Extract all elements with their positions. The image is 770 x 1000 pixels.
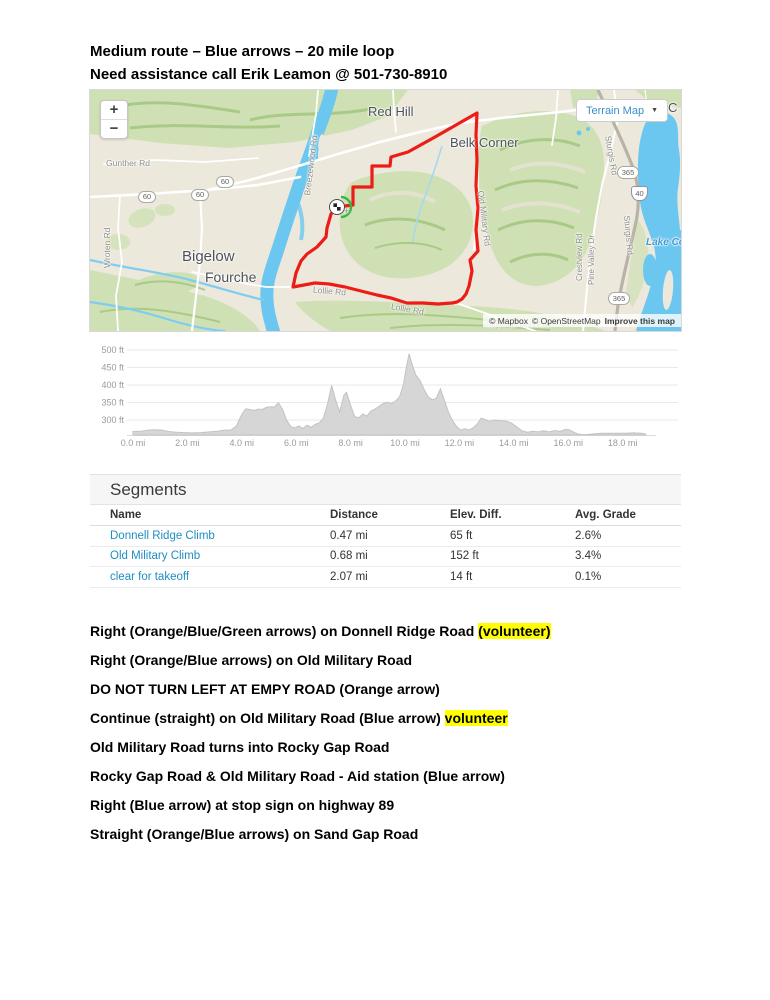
column-header-distance: Distance (330, 509, 378, 521)
table-row: Donnell Ridge Climb 0.47 mi 65 ft 2.6% (90, 526, 681, 547)
map-label-bigelow: Bigelow (182, 248, 235, 265)
segments-title: Segments (110, 479, 187, 499)
map-attribution: © Mapbox © OpenStreetMap Improve this ma… (483, 314, 681, 327)
svg-text:6.0 mi: 6.0 mi (284, 438, 309, 448)
svg-text:500 ft: 500 ft (101, 345, 124, 355)
highlighted-text: (volunteer) (478, 623, 551, 639)
svg-text:4.0 mi: 4.0 mi (230, 438, 255, 448)
caret-down-icon: ▼ (651, 107, 659, 114)
svg-text:450 ft: 450 ft (101, 362, 124, 372)
elevation-chart: 300 ft 350 ft 400 ft 450 ft 500 ft 0.0 mi 2.0 … (100, 345, 680, 449)
map-label-crestview-rd: Crestview Rd (575, 233, 584, 281)
highway-shield-365: 365 (617, 166, 639, 179)
direction-line: Right (Orange/Blue/Green arrows) on Donn… (90, 623, 551, 639)
segment-link[interactable]: clear for takeoff (110, 570, 190, 583)
improve-map-link[interactable]: Improve this map (604, 315, 675, 326)
direction-line: Right (Blue arrow) at stop sign on highw… (90, 797, 395, 813)
directions-list: Right (Orange/Blue/Green arrows) on Donn… (90, 617, 690, 849)
direction-line: Old Military Road turns into Rocky Gap R… (90, 739, 390, 755)
assistance-line: Need assistance call Erik Leamon @ 501-7… (90, 66, 448, 83)
segment-link[interactable]: Old Military Climb (110, 550, 201, 563)
map-cross-symbol: + (344, 206, 350, 216)
svg-text:10.0 mi: 10.0 mi (390, 438, 420, 448)
map-zoom-control: + − (100, 100, 128, 139)
segment-avg-grade: 3.4% (575, 550, 602, 563)
direction-line: Right (Orange/Blue arrows) on Old Milita… (90, 652, 413, 668)
map-label-gunther-rd: Gunther Rd (106, 158, 150, 168)
svg-text:14.0 mi: 14.0 mi (499, 438, 529, 448)
column-header-elev-diff: Elev. Diff. (450, 509, 502, 521)
map-label-fourche: Fourche (205, 269, 257, 285)
highway-shield-365: 365 (608, 292, 630, 305)
zoom-out-button[interactable]: − (101, 119, 127, 138)
segment-avg-grade: 2.6% (575, 529, 602, 542)
terrain-map-button[interactable]: Terrain Map ▼ (576, 99, 669, 122)
route-polyline (291, 111, 480, 306)
direction-line: Continue (straight) on Old Military Road… (90, 710, 508, 726)
route-title: Medium route – Blue arrows – 20 mile loo… (90, 43, 395, 60)
segment-elev-diff: 152 ft (450, 550, 479, 563)
svg-text:400 ft: 400 ft (101, 380, 124, 390)
elevation-chart-svg: 300 ft 350 ft 400 ft 450 ft 500 ft 0.0 mi 2.0 … (101, 345, 678, 448)
svg-text:12.0 mi: 12.0 mi (445, 438, 475, 448)
direction-line: Straight (Orange/Blue arrows) on Sand Ga… (90, 826, 419, 842)
svg-text:350 ft: 350 ft (101, 397, 124, 407)
column-header-name: Name (110, 509, 142, 521)
map-label-belk-corner: Belk Corner (450, 135, 519, 150)
map-label-cutoff: C (668, 100, 678, 115)
direction-line: DO NOT TURN LEFT AT EMPY ROAD (Orange ar… (90, 681, 440, 697)
segment-link[interactable]: Donnell Ridge Climb (110, 529, 215, 542)
segment-distance: 0.68 mi (330, 550, 368, 563)
map-label-red-hill: Red Hill (368, 104, 414, 119)
map-label-wroten-rd: Wroten Rd (102, 227, 112, 268)
mapbox-attribution-link[interactable]: © Mapbox (489, 315, 528, 326)
route-map[interactable]: Red Hill Belk Corner Bigelow Fourche C G… (89, 89, 682, 332)
segment-avg-grade: 0.1% (575, 570, 602, 583)
map-label-lake: Lake Co (646, 237, 681, 248)
svg-text:8.0 mi: 8.0 mi (338, 438, 363, 448)
map-graphics (90, 90, 681, 331)
svg-text:300 ft: 300 ft (101, 415, 124, 425)
segment-elev-diff: 14 ft (450, 570, 473, 583)
segments-header-row: Name Distance Elev. Diff. Avg. Grade (90, 505, 681, 526)
segment-distance: 0.47 mi (330, 529, 368, 542)
svg-text:16.0 mi: 16.0 mi (553, 438, 583, 448)
table-row: Old Military Climb 0.68 mi 152 ft 3.4% (90, 547, 681, 567)
segment-elev-diff: 65 ft (450, 529, 473, 542)
doc-header: Medium route – Blue arrows – 20 mile loo… (90, 40, 447, 86)
highway-shield-60: 60 (191, 189, 209, 201)
segments-panel: Segments Name Distance Elev. Diff. Avg. … (90, 474, 681, 588)
svg-text:18.0 mi: 18.0 mi (608, 438, 638, 448)
interstate-shield-40: 40 (631, 186, 648, 201)
map-label-pine-valley-dr: Pine Valley Dr (587, 234, 596, 285)
segment-distance: 2.07 mi (330, 570, 368, 583)
highlighted-text: volunteer (444, 710, 508, 726)
highway-shield-60: 60 (216, 176, 234, 188)
svg-text:2.0 mi: 2.0 mi (175, 438, 200, 448)
zoom-in-button[interactable]: + (109, 101, 119, 118)
direction-line: Rocky Gap Road & Old Military Road - Aid… (90, 768, 505, 784)
osm-attribution-link[interactable]: © OpenStreetMap (531, 315, 601, 326)
terrain-map-label: Terrain Map (586, 104, 645, 117)
svg-text:0.0 mi: 0.0 mi (121, 438, 146, 448)
start-marker-icon (329, 195, 353, 219)
column-header-avg-grade: Avg. Grade (575, 509, 636, 521)
highway-shield-60: 60 (138, 191, 156, 203)
table-row: clear for takeoff 2.07 mi 14 ft 0.1% (90, 567, 681, 588)
